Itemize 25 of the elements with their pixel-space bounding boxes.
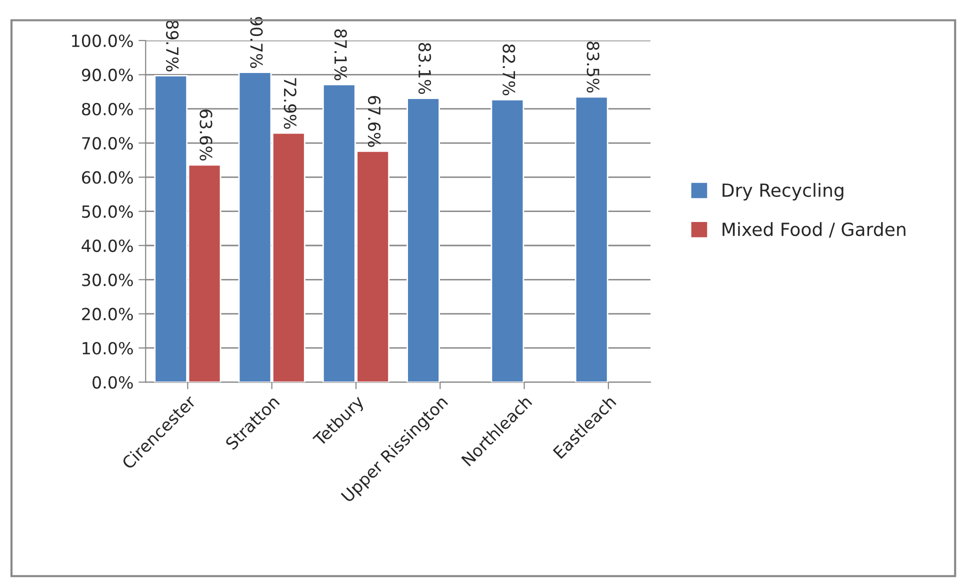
y-tick-label: 0.0%: [92, 376, 133, 389]
data-label: 63.6%: [200, 110, 212, 161]
data-label: 90.7%: [250, 16, 263, 68]
y-tick-label: 70.0%: [82, 136, 133, 150]
legend-label: Dry Recycling: [722, 183, 844, 200]
y-tick-label: 30.0%: [82, 274, 133, 286]
data-label: 72.9%: [284, 78, 296, 129]
bar: [490, 98, 524, 382]
legend-label: Mixed Food / Garden: [722, 222, 906, 238]
y-tick-label: 100.0%: [72, 34, 133, 48]
y-tick-label: 10.0%: [82, 342, 133, 355]
y-tick-label: 20.0%: [82, 308, 133, 320]
data-label: 82.7%: [502, 44, 516, 96]
data-label: 83.5%: [586, 42, 600, 93]
y-tick-label: 60.0%: [82, 171, 133, 184]
y-tick-label: 40.0%: [82, 239, 133, 252]
bar: [406, 98, 440, 382]
data-label: 83.1%: [418, 43, 432, 94]
data-label: 87.1%: [334, 29, 347, 80]
data-label: 89.7%: [166, 20, 179, 72]
bar: [574, 96, 608, 382]
y-tick-label: 80.0%: [82, 102, 133, 116]
data-label: 67.6%: [368, 96, 381, 147]
y-tick-label: 90.0%: [82, 68, 133, 82]
y-tick-label: 50.0%: [82, 205, 133, 218]
